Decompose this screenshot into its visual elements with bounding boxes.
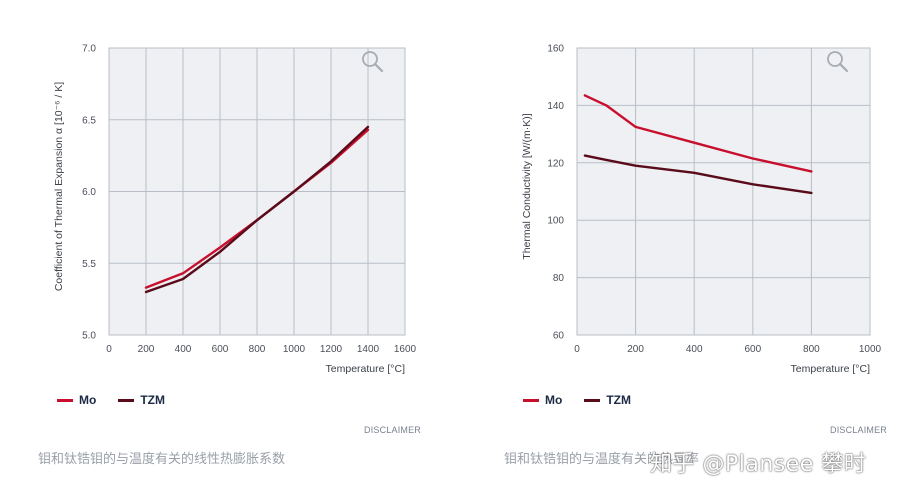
legend: Mo TZM [523, 393, 653, 407]
legend-label-mo: Mo [545, 393, 563, 407]
x-tick-label: 0 [574, 344, 580, 355]
y-tick-label: 160 [547, 44, 564, 55]
legend-item-mo[interactable]: Mo [523, 393, 562, 407]
x-tick-label: 200 [138, 344, 155, 355]
chart-caption: 钼和钛锆钼的与温度有关的线性热膨胀系数 [38, 451, 286, 466]
disclaimer-link[interactable]: DISCLAIMER [830, 425, 888, 435]
series-line-tzm [144, 125, 370, 294]
legend-label-mo: Mo [79, 393, 97, 407]
legend-label-tzm: TZM [606, 393, 631, 407]
x-tick-label: 1000 [283, 344, 306, 355]
watermark: 知乎 @Plansee 攀时 [650, 452, 867, 477]
legend-label-tzm: TZM [140, 393, 165, 407]
y-tick-label: 100 [547, 216, 564, 227]
magnifier-lens [827, 51, 843, 67]
y-tick-label: 6.5 [82, 115, 96, 126]
chart-thermal-conductivity: 0 200 400 600 800 1000 60 80 100 120 140 160 Tempera… [521, 44, 882, 376]
chart-panel-thermal-conductivity: 0 200 400 600 800 1000 60 80 100 120 140 160 Tempera… [462, 0, 923, 502]
x-tick-label: 600 [212, 344, 229, 355]
x-tick-label: 1200 [320, 344, 343, 355]
y-tick-label: 6.0 [82, 187, 96, 198]
magnifier-lens [362, 51, 378, 67]
x-axis-label: Temperature [°C] [326, 363, 406, 375]
y-axis-label: Coefficient of Thermal Expansion α [10⁻⁶… [53, 82, 65, 291]
y-tick-label: 120 [547, 158, 564, 169]
legend-item-tzm[interactable]: TZM [118, 393, 165, 407]
magnifier-icon[interactable] [362, 51, 384, 73]
series-line-tzm [583, 154, 813, 195]
x-tick-label: 400 [686, 344, 703, 355]
x-tick-label: 600 [744, 344, 761, 355]
y-tick-label: 140 [547, 101, 564, 112]
series-line-mo [583, 94, 813, 173]
y-tick-label: 80 [553, 273, 565, 284]
legend-item-mo[interactable]: Mo [57, 393, 96, 407]
x-tick-label: 800 [249, 344, 266, 355]
legend-swatch-mo [523, 398, 539, 402]
chart-panel-thermal-expansion: 0 200 400 600 800 1000 1200 1400 1600 5.0 5.5 6.0 6.… [0, 0, 461, 502]
plot-area [576, 47, 871, 336]
chart-caption: 钼和钛锆钼的与温度有关的热导率 [504, 451, 700, 466]
y-tick-label: 7.0 [82, 44, 96, 55]
magnifier-icon[interactable] [827, 51, 849, 73]
y-tick-label: 5.0 [82, 331, 96, 342]
legend-swatch-mo [57, 398, 73, 402]
y-axis-label: Thermal Conductivity [W/(m·K)] [521, 113, 533, 260]
y-tick-label: 5.5 [82, 259, 96, 270]
x-tick-label: 400 [175, 344, 192, 355]
x-tick-label: 200 [627, 344, 644, 355]
x-tick-label: 800 [803, 344, 820, 355]
magnifier-handle [838, 62, 849, 73]
legend-item-tzm[interactable]: TZM [584, 393, 631, 407]
x-tick-label: 0 [106, 344, 112, 355]
legend-swatch-tzm [118, 398, 135, 402]
chart-thermal-expansion: 0 200 400 600 800 1000 1200 1400 1600 5.0 5.5 6.0 6.… [53, 44, 417, 376]
x-tick-label: 1400 [357, 344, 380, 355]
x-axis-label: Temperature [°C] [791, 363, 871, 375]
legend: Mo TZM [57, 393, 187, 407]
x-tick-label: 1600 [394, 344, 417, 355]
legend-swatch-tzm [584, 398, 601, 402]
disclaimer-link[interactable]: DISCLAIMER [364, 425, 422, 435]
magnifier-handle [373, 62, 384, 73]
y-tick-label: 60 [553, 331, 565, 342]
x-tick-label: 1000 [859, 344, 882, 355]
